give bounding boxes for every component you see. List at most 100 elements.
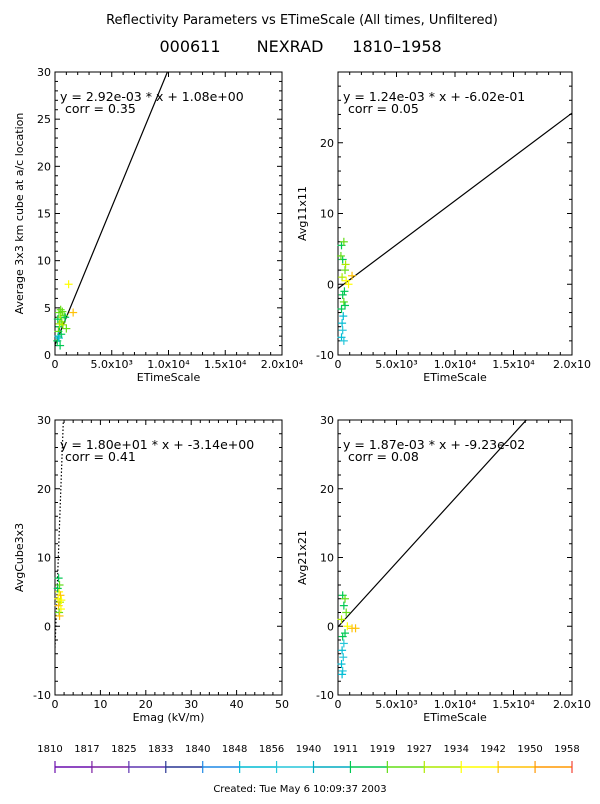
created-stamp: Created: Tue May 6 10:09:37 2003 — [213, 784, 386, 795]
chart-panel-bottom-right: 0 5.0x10³ 1.0x10⁴ 1.5x10⁴ 2.0x10-100102030ET… — [296, 414, 591, 724]
data-point — [55, 598, 64, 607]
data-point — [58, 307, 67, 316]
fit-line — [55, 72, 169, 346]
fit-equation: y = 2.92e-03 * x + 1.08e+00 — [60, 89, 244, 104]
data-point — [61, 313, 70, 322]
x-tick-label: 10 — [93, 698, 107, 711]
correlation-label: corr = 0.08 — [348, 449, 419, 464]
data-point — [341, 629, 350, 638]
y-tick-label: 0 — [44, 620, 51, 633]
x-axis-label: ETimeScale — [137, 371, 201, 384]
x-tick-label: 1.5x10⁴ — [204, 358, 247, 371]
data-point — [343, 622, 352, 631]
data-point — [341, 594, 350, 603]
data-point — [336, 251, 345, 260]
date-code: 000611 — [159, 37, 220, 56]
fit-equation: y = 1.87e-03 * x + -9.23e-02 — [343, 437, 525, 452]
x-tick-label: 1.0x10⁴ — [434, 698, 477, 711]
y-tick-label: 20 — [37, 160, 51, 173]
data-point — [64, 280, 73, 289]
correlation-label: corr = 0.35 — [65, 101, 136, 116]
y-axis-label: AvgCube3x3 — [13, 523, 26, 592]
y-tick-label: 20 — [37, 483, 51, 496]
data-point — [55, 319, 64, 328]
data-point — [339, 639, 348, 648]
fit-line — [338, 112, 572, 289]
y-tick-label: -10 — [33, 689, 51, 702]
data-point — [55, 587, 64, 596]
x-axis-label: Emag (kV/m) — [133, 711, 205, 724]
data-source: NEXRAD — [257, 37, 324, 56]
data-point — [344, 280, 353, 289]
data-point — [339, 297, 348, 306]
data-point — [53, 584, 62, 593]
data-point — [338, 326, 347, 335]
data-point — [341, 260, 350, 269]
data-point — [54, 574, 63, 583]
y-tick-label: 25 — [37, 113, 51, 126]
x-tick-label: 5.0x10³ — [91, 358, 133, 371]
data-point — [338, 255, 347, 264]
chart-panel-top-left: 0 5.0x10³ 1.0x10⁴ 1.5x10⁴ 2.0x10⁴ 0 5 10 15 20 25 3… — [13, 66, 304, 384]
time-tick-label: 1940 — [296, 744, 321, 755]
y-axis-label: Avg21x21 — [296, 530, 309, 585]
data-point — [57, 596, 66, 605]
x-tick-label: 30 — [184, 698, 198, 711]
data-point — [341, 301, 350, 310]
panels-group: 0 5.0x10³ 1.0x10⁴ 1.5x10⁴ 2.0x10⁴ 0 5 10 15 20 25 3… — [13, 66, 591, 724]
y-tick-label: 0 — [327, 620, 334, 633]
x-tick-label: 1.5x10⁴ — [492, 698, 535, 711]
data-point — [55, 581, 64, 589]
y-tick-label: 20 — [320, 137, 334, 150]
y-axis-label: Average 3x3 km cube at a/c location — [13, 113, 26, 315]
x-tick-label: 2.0x10⁴ — [261, 358, 304, 371]
data-point — [348, 271, 357, 280]
x-tick-label: 2.0x10 — [553, 358, 591, 371]
data-point — [339, 237, 348, 246]
correlation-label: corr = 0.05 — [348, 101, 419, 116]
y-tick-label: 30 — [37, 66, 51, 79]
x-tick-label: 1.5x10⁴ — [492, 358, 535, 371]
fit-line — [338, 420, 528, 628]
data-point — [57, 330, 66, 339]
data-point — [340, 287, 349, 296]
time-tick-label: 1919 — [370, 744, 395, 755]
y-tick-label: 20 — [320, 483, 334, 496]
data-point — [338, 670, 347, 679]
data-point — [339, 653, 348, 662]
fit-equation: y = 1.80e+01 * x + -3.14e+00 — [60, 437, 254, 452]
data-point — [338, 646, 347, 655]
time-tick-label: 1927 — [407, 744, 432, 755]
x-tick-label: 50 — [275, 698, 289, 711]
time-tick-label: 1950 — [517, 744, 542, 755]
x-tick-label: 1.0x10⁴ — [434, 358, 477, 371]
data-point — [69, 308, 78, 317]
x-tick-label: 20 — [139, 698, 153, 711]
time-tick-label: 1833 — [148, 744, 173, 755]
data-point — [337, 660, 346, 669]
data-point — [56, 605, 65, 614]
x-tick-label: 2.0x10 — [553, 698, 591, 711]
data-point — [338, 319, 347, 328]
x-tick-label: 0 — [52, 358, 59, 371]
y-tick-label: 10 — [320, 552, 334, 565]
time-tick-label: 1958 — [554, 744, 579, 755]
data-point — [337, 615, 346, 624]
time-tick-label: 1840 — [185, 744, 210, 755]
data-point — [56, 341, 65, 350]
x-tick-label: 0 — [335, 698, 342, 711]
y-tick-label: -10 — [316, 689, 334, 702]
time-tick-label: 1934 — [443, 744, 468, 755]
data-point — [62, 324, 71, 333]
time-tick-label: 1856 — [259, 744, 284, 755]
x-axis-label: ETimeScale — [423, 371, 487, 384]
data-point — [56, 305, 65, 314]
x-tick-label: 40 — [230, 698, 244, 711]
y-tick-label: 30 — [37, 414, 51, 427]
x-tick-label: 5.0x10³ — [375, 698, 417, 711]
data-point — [337, 305, 346, 314]
y-tick-label: -10 — [316, 349, 334, 362]
